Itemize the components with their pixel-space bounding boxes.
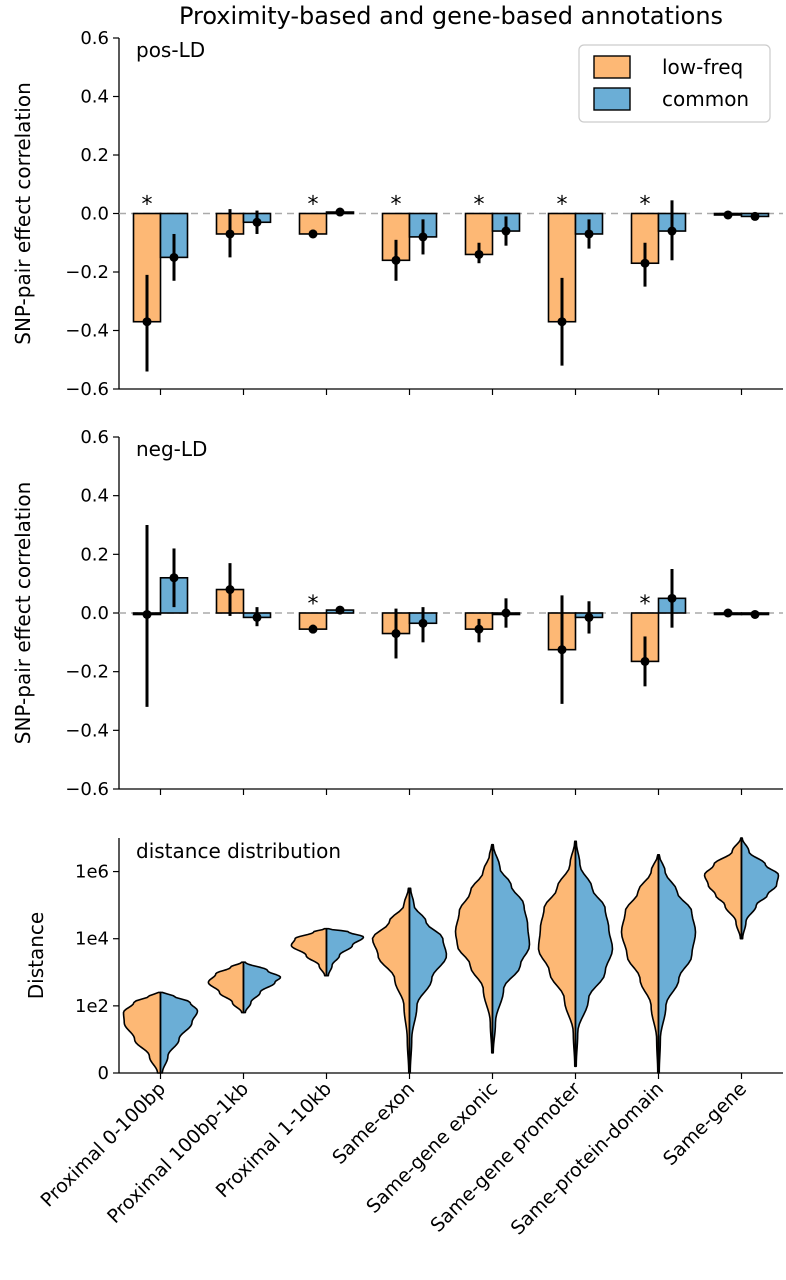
point-pos-ld-low-freq-same-exon [391, 255, 401, 265]
violin-common-same-gene-promoter [574, 840, 614, 1068]
violin-common-proximal-1-10kb [325, 927, 365, 977]
y-axis-label: SNP-pair effect correlation [11, 482, 35, 744]
y-tick-label: 0.4 [80, 486, 109, 507]
panel-label: pos-LD [136, 38, 205, 62]
legend-swatch-low-freq [593, 55, 631, 79]
y-tick-label: 0.4 [80, 87, 109, 108]
y-tick-label: 0 [98, 1063, 109, 1084]
category-label-same-gene-promoter: Same-gene promoter [426, 1078, 585, 1237]
figure-title: Proximity-based and gene-based annotatio… [179, 2, 723, 30]
point-neg-ld-common-same-exon [418, 618, 428, 628]
y-tick-label: 0.2 [80, 544, 109, 565]
category-label-proximal-100bp-1kb: Proximal 100bp-1kb [103, 1078, 253, 1228]
point-neg-ld-low-freq-same-protein-domain [640, 656, 650, 666]
violin-common-same-gene [740, 837, 780, 940]
violin-common-proximal-0-100bp [159, 991, 199, 1074]
point-neg-ld-low-freq-same-gene [723, 608, 733, 618]
panel-pos-ld: −0.6 −0.4 −0.2 0.0 0.2 0.4 0.6 SNP-pair effect … [11, 28, 783, 400]
significance-star-same-protein-domain: * [640, 193, 651, 218]
y-tick-label: 1e6 [75, 862, 109, 883]
point-neg-ld-common-same-gene [750, 609, 760, 619]
point-pos-ld-common-same-protein-domain [667, 226, 677, 236]
y-tick-label: 1e4 [75, 929, 109, 950]
y-tick-label: −0.2 [65, 662, 109, 683]
significance-star-same-gene-promoter: * [557, 193, 568, 218]
violin-low-freq-same-exon [371, 887, 411, 1074]
y-tick-label: −0.2 [65, 262, 109, 283]
y-tick-label: −0.4 [65, 720, 109, 741]
violin-low-freq-same-gene-promoter [537, 840, 577, 1068]
point-pos-ld-low-freq-same-gene-exonic [474, 249, 484, 259]
point-pos-ld-common-proximal-100bp-1kb [252, 217, 262, 227]
violin-common-same-gene-exonic [491, 843, 531, 1054]
significance-star-same-protein-domain: * [640, 592, 651, 617]
y-tick-label: −0.4 [65, 321, 109, 342]
point-pos-ld-common-same-gene [750, 211, 760, 221]
y-tick-label: 0.0 [80, 603, 109, 624]
point-pos-ld-common-proximal-0-100bp [169, 252, 179, 262]
violin-common-same-exon [408, 887, 448, 1074]
category-label-same-exon: Same-exon [328, 1078, 419, 1169]
significance-star-same-exon: * [391, 193, 402, 218]
point-neg-ld-low-freq-proximal-0-100bp [142, 609, 152, 619]
violin-common-proximal-100bp-1kb [242, 961, 282, 1014]
y-axis-label: Distance [24, 912, 48, 999]
point-pos-ld-common-same-gene-exonic [501, 226, 511, 236]
category-label-same-gene: Same-gene [659, 1078, 751, 1170]
panel-label: distance distribution [136, 839, 341, 863]
y-axis-label: SNP-pair effect correlation [11, 82, 35, 344]
significance-star-proximal-1-10kb: * [308, 592, 319, 617]
y-tick-label: −0.6 [65, 779, 109, 800]
significance-star-same-gene-exonic: * [474, 193, 485, 218]
point-neg-ld-common-same-gene-exonic [501, 608, 511, 618]
point-pos-ld-low-freq-same-gene [723, 210, 733, 220]
violin-low-freq-proximal-100bp-1kb [207, 961, 245, 1014]
significance-star-proximal-1-10kb: * [308, 193, 319, 218]
panel-neg-ld: −0.6 −0.4 −0.2 0.0 0.2 0.4 0.6 SNP-pair effect … [11, 427, 783, 800]
point-neg-ld-low-freq-same-gene-promoter [557, 645, 567, 655]
point-neg-ld-low-freq-same-gene-exonic [474, 624, 484, 634]
violin-low-freq-proximal-1-10kb [290, 927, 328, 977]
violin-low-freq-same-gene [703, 837, 743, 940]
point-neg-ld-common-proximal-1-10kb [335, 605, 345, 615]
point-neg-ld-low-freq-same-exon [391, 629, 401, 639]
point-neg-ld-low-freq-proximal-100bp-1kb [225, 585, 235, 595]
point-neg-ld-common-proximal-100bp-1kb [252, 612, 262, 622]
panel-label: neg-LD [136, 437, 207, 461]
point-neg-ld-low-freq-proximal-1-10kb [308, 624, 318, 634]
point-pos-ld-low-freq-proximal-1-10kb [308, 229, 318, 239]
legend-label-common: common [662, 87, 749, 111]
violin-low-freq-same-protein-domain [620, 853, 660, 1074]
violin-low-freq-same-gene-exonic [454, 843, 494, 1054]
legend-swatch-common [593, 87, 631, 111]
point-pos-ld-low-freq-proximal-100bp-1kb [225, 229, 235, 239]
violin-low-freq-proximal-0-100bp [122, 991, 162, 1074]
point-pos-ld-common-proximal-1-10kb [335, 207, 345, 217]
category-label-same-protein-domain: Same-protein-domain [507, 1078, 668, 1239]
significance-star-proximal-0-100bp: * [142, 193, 153, 218]
point-neg-ld-common-same-protein-domain [667, 593, 677, 603]
y-tick-label: 0.2 [80, 145, 109, 166]
y-tick-label: 0.6 [80, 28, 109, 49]
point-pos-ld-low-freq-proximal-0-100bp [142, 317, 152, 327]
violin-common-same-protein-domain [657, 853, 697, 1074]
point-pos-ld-common-same-gene-promoter [584, 229, 594, 239]
y-tick-label: −0.6 [65, 379, 109, 400]
legend: low-freq common [578, 44, 771, 123]
legend-label-low-freq: low-freq [662, 55, 743, 79]
point-neg-ld-common-proximal-0-100bp [169, 573, 179, 583]
point-neg-ld-common-same-gene-promoter [584, 612, 594, 622]
y-tick-label: 1e2 [75, 996, 109, 1017]
point-pos-ld-common-same-exon [418, 232, 428, 242]
panel-distance-distribution: 0 1e2 1e4 1e6 Distance distance distribution [24, 837, 783, 1084]
point-pos-ld-low-freq-same-gene-promoter [557, 317, 567, 327]
point-pos-ld-low-freq-same-protein-domain [640, 258, 650, 268]
y-tick-label: 0.6 [80, 427, 109, 448]
y-tick-label: 0.0 [80, 204, 109, 225]
